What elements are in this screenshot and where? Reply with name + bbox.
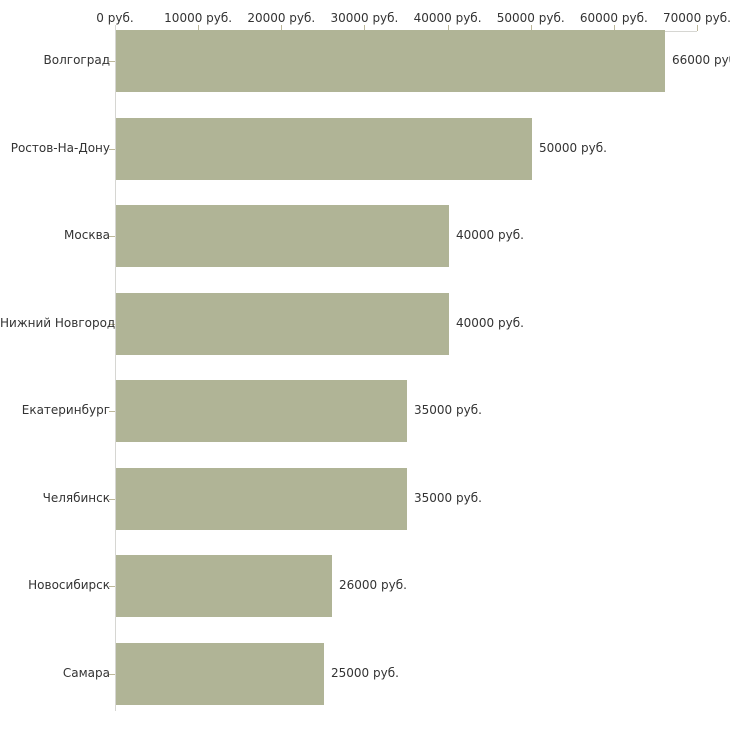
x-axis-tick-mark (614, 25, 615, 31)
category-tick-mark (109, 674, 115, 675)
x-axis-tick-label: 20000 руб. (247, 11, 316, 25)
category-label: Самара (62, 666, 110, 680)
bar (116, 118, 532, 180)
category-tick-mark (109, 411, 115, 412)
bar (116, 555, 332, 617)
category-label: Екатеринбург (21, 403, 110, 417)
bar-value-label: 25000 руб. (331, 666, 399, 680)
bar (116, 643, 324, 705)
x-axis-tick-label: 60000 руб. (579, 11, 648, 25)
category-tick-mark (109, 149, 115, 150)
x-axis-tick-mark (281, 25, 282, 31)
bar-value-label: 26000 руб. (339, 578, 407, 592)
category-label: Волгоград (43, 53, 110, 67)
category-tick-mark (109, 586, 115, 587)
category-tick-mark (109, 236, 115, 237)
bar (116, 30, 665, 92)
bar (116, 205, 449, 267)
x-axis-tick-label: 50000 руб. (496, 11, 565, 25)
x-axis-tick-mark (198, 25, 199, 31)
x-axis-tick-mark (364, 25, 365, 31)
category-label: Нижний Новгород (0, 316, 116, 330)
x-axis-tick-label: 70000 руб. (663, 11, 730, 25)
x-axis-tick-mark (697, 25, 698, 31)
category-tick-mark (109, 499, 115, 500)
category-label: Москва (64, 228, 110, 242)
y-axis-line (115, 25, 116, 711)
x-axis-tick-label: 10000 руб. (164, 11, 233, 25)
x-axis-tick-label: 0 руб. (96, 11, 134, 25)
x-axis-tick-mark (531, 25, 532, 31)
bar (116, 293, 449, 355)
x-axis-tick-label: 40000 руб. (413, 11, 482, 25)
bar-value-label: 40000 руб. (456, 228, 524, 242)
bar-value-label: 66000 руб (672, 53, 730, 67)
category-label: Новосибирск (28, 578, 110, 592)
bar-value-label: 35000 руб. (414, 491, 482, 505)
category-tick-mark (109, 61, 115, 62)
bar (116, 380, 407, 442)
x-axis-tick-mark (448, 25, 449, 31)
bar-value-label: 35000 руб. (414, 403, 482, 417)
bar-value-label: 50000 руб. (539, 141, 607, 155)
category-label: Челябинск (42, 491, 110, 505)
bar (116, 468, 407, 530)
x-axis-tick-label: 30000 руб. (330, 11, 399, 25)
category-tick-mark (109, 324, 115, 325)
bar-value-label: 40000 руб. (456, 316, 524, 330)
category-label: Ростов-На-Дону (10, 141, 110, 155)
